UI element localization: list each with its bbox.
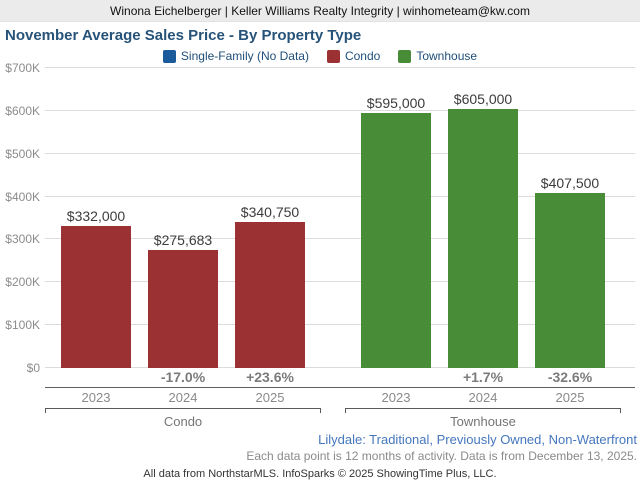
- pct-change-label-condo-2025: +23.6%: [246, 369, 294, 385]
- year-labels-row: 2023 2024 2025 2023 2024 2025: [45, 388, 635, 406]
- year-label-townhouse-2024: 2024: [468, 390, 498, 405]
- pct-change-row: -17.0% +23.6% +1.7% -32.6%: [45, 369, 635, 386]
- gridline--400k: [45, 195, 635, 197]
- bar-value-label: $275,683: [153, 231, 213, 248]
- legend-swatch-icon: [398, 49, 412, 63]
- y-tick--100k: $100K: [5, 318, 40, 333]
- bar-group-condo: $332,000 $275,683 $340,750: [45, 68, 321, 368]
- bar-townhouse-2023[interactable]: $595,000: [361, 95, 431, 368]
- gridline--0: [45, 367, 635, 368]
- legend-label: Townhouse: [416, 49, 478, 63]
- legend-item-townhouse[interactable]: Townhouse: [398, 49, 477, 63]
- legend-swatch-icon: [162, 49, 176, 63]
- y-tick--300k: $300K: [5, 232, 40, 247]
- legend-label: Condo: [344, 49, 381, 63]
- pct-change-label-condo-2024: -17.0%: [160, 369, 206, 385]
- legend-swatch-icon: [326, 49, 340, 63]
- legend-item-single-family-no-data-[interactable]: Single-Family (No Data): [162, 49, 309, 63]
- y-tick--200k: $200K: [5, 275, 40, 290]
- attribution: All data from NorthstarMLS. InfoSparks ©…: [143, 468, 497, 480]
- agent-header-bar: Winona Eichelberger | Keller Williams Re…: [0, 0, 640, 22]
- gridline--700k: [45, 67, 635, 68]
- legend-item-condo[interactable]: Condo: [326, 49, 381, 63]
- y-tick--400k: $400K: [5, 189, 40, 204]
- group-bracket-townhouse: [345, 408, 621, 413]
- bar-value-label: $407,500: [540, 175, 600, 192]
- group-label-condo: Condo: [163, 414, 203, 429]
- pct-cells-townhouse: +1.7% -32.6%: [345, 369, 621, 386]
- bar-value-label: $595,000: [366, 95, 426, 111]
- bar-condo-2023[interactable]: $332,000: [61, 208, 131, 368]
- gridline--600k: [45, 109, 635, 111]
- chart-legend: Single-Family (No Data) Condo Townhouse: [0, 48, 640, 64]
- year-label-condo-2025: 2025: [255, 390, 285, 405]
- bar-group-townhouse: $595,000 $605,000 $407,500: [345, 68, 621, 368]
- gridline--500k: [45, 152, 635, 154]
- gridline--100k: [45, 324, 635, 326]
- group-labels-row: Condo Townhouse: [45, 414, 635, 429]
- bar-value-label: $340,750: [240, 204, 300, 220]
- pct-change-label-townhouse-2025: -32.6%: [547, 369, 593, 385]
- year-label-condo-2024: 2024: [168, 390, 198, 405]
- y-tick--500k: $500K: [5, 146, 40, 161]
- bar-value-label: $605,000: [453, 90, 513, 107]
- gridline--300k: [45, 238, 635, 240]
- y-tick--700k: $700K: [5, 61, 40, 75]
- bar-townhouse-2025[interactable]: $407,500: [535, 175, 605, 368]
- bar-groups: $332,000 $275,683 $340,750 $595,000 $605,000…: [45, 68, 635, 368]
- year-cells-condo: 2023 2024 2025: [45, 390, 321, 406]
- year-label-townhouse-2023: 2023: [381, 390, 411, 405]
- agent-header-text: Winona Eichelberger | Keller Williams Re…: [110, 4, 530, 18]
- bar-townhouse-2024[interactable]: $605,000: [448, 91, 518, 368]
- group-brackets-row: [45, 408, 635, 413]
- year-label-townhouse-2025: 2025: [555, 390, 585, 405]
- data-note: Each data point is 12 months of activity…: [246, 449, 637, 463]
- y-tick--600k: $600K: [5, 103, 40, 118]
- filter-summary: Lilydale: Traditional, Previously Owned,…: [318, 432, 637, 447]
- bar-condo-2025[interactable]: $340,750: [235, 204, 305, 368]
- pct-cells-condo: -17.0% +23.6%: [45, 369, 321, 386]
- group-bracket-condo: [45, 408, 321, 413]
- year-cells-townhouse: 2023 2024 2025: [345, 390, 621, 406]
- group-label-townhouse: Townhouse: [450, 414, 516, 429]
- chart-title: November Average Sales Price - By Proper…: [5, 27, 362, 44]
- gridline--200k: [45, 281, 635, 283]
- bar-value-label: $332,000: [66, 207, 126, 224]
- pct-change-label-condo-2023: [61, 369, 131, 386]
- y-tick--0: $0: [26, 361, 40, 375]
- year-label-condo-2023: 2023: [81, 390, 111, 405]
- plot-area: $0 $100K $200K $300K $400K $500K $600K $700K $3…: [5, 61, 635, 375]
- bar-condo-2024[interactable]: $275,683: [148, 232, 218, 368]
- legend-label: Single-Family (No Data): [180, 49, 309, 63]
- bar-chart: $0 $100K $200K $300K $400K $500K $600K $700K $3…: [0, 61, 640, 429]
- pct-change-label-townhouse-2024: +1.7%: [462, 369, 504, 385]
- pct-change-label-townhouse-2023: [361, 369, 431, 386]
- x-axis-line: [45, 387, 635, 388]
